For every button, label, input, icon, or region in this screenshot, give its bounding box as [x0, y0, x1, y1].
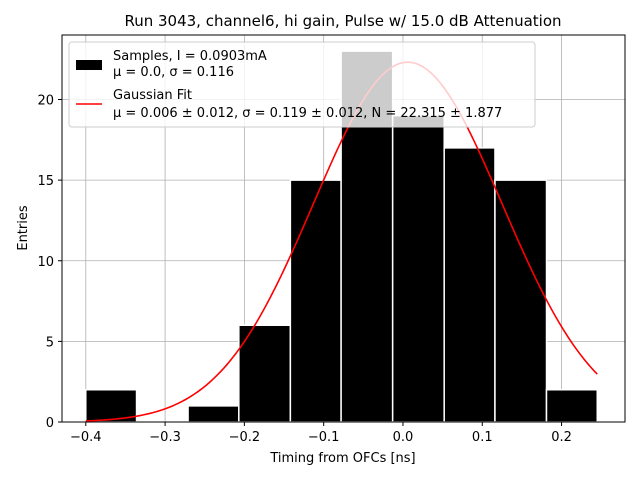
histogram-bar-9 — [545, 389, 598, 423]
legend-box — [68, 41, 536, 128]
histogram-bar-6 — [391, 114, 445, 423]
y-tick-label-0: 0 — [46, 416, 54, 431]
y-tick-label-2: 10 — [37, 255, 54, 270]
y-tick-label-3: 15 — [37, 174, 54, 189]
histogram-bar-7 — [443, 147, 496, 423]
x-tick-label-2: −0.2 — [229, 430, 261, 445]
legend-label-samples-line2: μ = 0.0, σ = 0.116 — [113, 65, 234, 80]
x-axis-label: Timing from OFCs [ns] — [269, 451, 415, 466]
legend-label-fit-line2: μ = 0.006 ± 0.012, σ = 0.119 ± 0.012, N … — [113, 106, 502, 121]
y-tick-label-1: 5 — [46, 335, 54, 350]
histogram-bar-4 — [289, 179, 342, 423]
histogram-bar-0 — [85, 389, 138, 423]
x-axis-ticks: −0.4 −0.3 −0.2 −0.1 0.0 0.1 0.2 — [70, 422, 572, 445]
plot-frame — [61, 34, 626, 423]
x-tick-label-5: 0.1 — [472, 430, 493, 445]
histogram-bar-8 — [494, 179, 548, 423]
legend-label-fit-line1: Gaussian Fit — [113, 88, 192, 103]
y-axis-ticks: 0 5 10 15 20 — [37, 94, 62, 431]
histogram-bar-2 — [187, 405, 240, 423]
x-tick-label-1: −0.3 — [149, 430, 181, 445]
legend-marker-samples — [76, 60, 102, 70]
x-tick-label-6: 0.2 — [551, 430, 572, 445]
x-tick-label-0: −0.4 — [70, 430, 102, 445]
legend: Samples, I = 0.0903mA μ = 0.0, σ = 0.116… — [68, 41, 536, 128]
y-axis-label: Entries — [16, 205, 31, 251]
y-tick-label-4: 20 — [37, 94, 54, 109]
gaussian-fit-curve — [85, 61, 598, 422]
x-tick-label-4: 0.0 — [393, 430, 414, 445]
x-tick-label-3: −0.1 — [308, 430, 340, 445]
chart-title: Run 3043, channel6, hi gain, Pulse w/ 15… — [124, 12, 561, 30]
legend-label-samples-line1: Samples, I = 0.0903mA — [113, 49, 267, 64]
